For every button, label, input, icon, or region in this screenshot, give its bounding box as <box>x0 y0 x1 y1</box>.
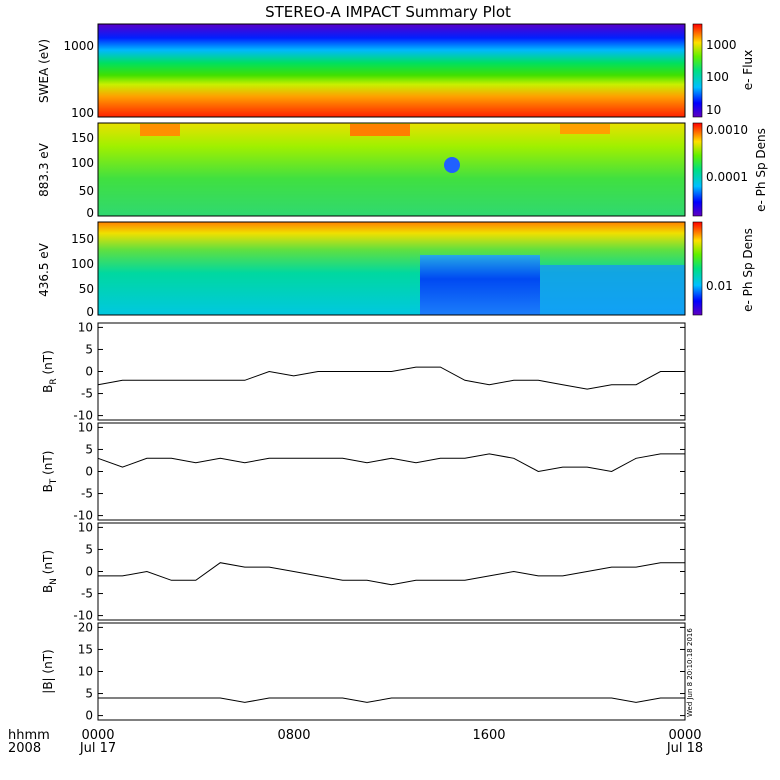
line-panel-1: 10 5 0 -5 -10 BT (nT) <box>41 420 686 523</box>
pad-883-dip <box>444 157 460 173</box>
ytick-label: 10 <box>78 420 93 434</box>
swea-frame <box>97 23 686 118</box>
series-line <box>98 697 685 703</box>
line-panel-ylabel: BT (nT) <box>41 451 59 493</box>
pad-436-ytick-150: 150 <box>71 232 94 246</box>
swea-cbar-tick-10: 10 <box>706 103 721 117</box>
line-panel-frame <box>97 522 686 621</box>
xtick-0000-start: 0000 <box>81 728 114 743</box>
pad-436-panel: 436.5 eV 0 50 100 150 0.01 e- Ph Sp Dens <box>37 221 755 319</box>
ytick-label: 5 <box>85 442 93 456</box>
pad-436-ytick-50: 50 <box>79 282 94 296</box>
line-panel-2: 10 5 0 -5 -10 BN (nT) <box>41 520 686 623</box>
pad-883-frame <box>97 122 686 217</box>
xdate-end: Jul 18 <box>666 741 703 756</box>
pad-436-cbar-label: e- Ph Sp Dens <box>741 228 755 312</box>
pad-883-cbar-tick-1: 0.0001 <box>706 170 748 184</box>
series-line <box>97 366 685 390</box>
swea-ytick-100: 100 <box>71 106 94 120</box>
series-line <box>98 562 685 586</box>
pad-883-ytick-150: 150 <box>71 131 94 145</box>
swea-ytick-1000: 1000 <box>63 39 94 53</box>
footer-year: 2008 <box>8 741 41 756</box>
pad-883-ytick-50: 50 <box>79 184 94 198</box>
pad-436-frame <box>97 221 686 316</box>
line-panel-frame <box>97 622 686 721</box>
line-panel-ylabel: |B| (nT) <box>41 649 55 693</box>
pad-883-colorbar <box>692 122 703 217</box>
pad-436-colorbar <box>692 221 703 316</box>
pad-436-dip-region <box>420 255 540 315</box>
swea-ylabel: SWEA (eV) <box>37 39 51 103</box>
swea-heatmap <box>98 24 685 117</box>
ytick-label: -10 <box>73 409 93 423</box>
line-panel-3: 20 15 10 5 0 |B| (nT) <box>41 620 686 723</box>
ytick-label: 15 <box>78 642 93 656</box>
ytick-label: -5 <box>81 387 93 401</box>
ytick-label: 10 <box>78 520 93 534</box>
line-panel-0: 10 5 0 -5 -10 BR (nT) <box>41 320 686 423</box>
ytick-label: 0 <box>85 365 93 379</box>
ytick-label: 0 <box>85 465 93 479</box>
ytick-label: 5 <box>85 687 93 701</box>
pad-436-ytick-100: 100 <box>71 257 94 271</box>
ytick-label: 20 <box>78 620 93 634</box>
ytick-label: -10 <box>73 609 93 623</box>
xtick-1600: 1600 <box>472 728 505 743</box>
line-panel-ylabel: BN (nT) <box>41 550 59 593</box>
swea-colorbar <box>692 23 703 118</box>
ytick-label: 5 <box>85 542 93 556</box>
ytick-label: -5 <box>81 487 93 501</box>
pad-883-hotspot-1 <box>140 124 180 136</box>
pad-883-ytick-100: 100 <box>71 156 94 170</box>
pad-883-panel: 883.3 eV 0 50 100 150 0.0010 0.0001 e- P… <box>37 122 768 220</box>
ytick-label: 10 <box>78 665 93 679</box>
ytick-label: 5 <box>85 342 93 356</box>
pad-436-dip-region-2 <box>540 265 685 315</box>
xtick-0000-end: 0000 <box>668 728 701 743</box>
footer-hhmm: hhmm <box>8 728 50 743</box>
pad-883-heatmap <box>98 123 685 216</box>
ytick-label: 0 <box>85 565 93 579</box>
ytick-label: 10 <box>78 320 93 334</box>
plot-title: STEREO-A IMPACT Summary Plot <box>265 3 511 21</box>
pad-436-cbar-tick-0: 0.01 <box>706 279 733 293</box>
xdate-start: Jul 17 <box>79 741 116 756</box>
swea-cbar-tick-1000: 1000 <box>706 38 737 52</box>
timestamp: Wed Jun 8 20:10:18 2016 <box>686 628 694 717</box>
line-panels: 10 5 0 -5 -10 BR (nT) 10 5 0 -5 -10 BT (nT) 10 5 0 -5 -1… <box>41 320 686 723</box>
line-panel-frame <box>97 422 686 521</box>
ytick-label: -10 <box>73 509 93 523</box>
pad-883-cbar-label: e- Ph Sp Dens <box>754 128 768 212</box>
series-line <box>97 453 685 473</box>
pad-883-hotspot-3 <box>560 124 610 134</box>
ytick-label: -5 <box>81 587 93 601</box>
swea-panel: SWEA (eV) 1000 100 1000 100 10 e- Flux <box>37 23 755 120</box>
pad-883-cbar-tick-0: 0.0010 <box>706 123 748 137</box>
swea-cbar-label: e- Flux <box>741 50 755 90</box>
xtick-0800: 0800 <box>277 728 310 743</box>
line-panel-ylabel: BR (nT) <box>41 350 59 393</box>
pad-883-ylabel: 883.3 eV <box>37 142 51 197</box>
pad-436-ylabel: 436.5 eV <box>37 242 51 297</box>
pad-883-hotspot-2 <box>350 124 410 136</box>
ytick-label: 0 <box>85 709 93 723</box>
pad-436-ytick-0: 0 <box>86 305 94 319</box>
pad-883-ytick-0: 0 <box>86 206 94 220</box>
swea-cbar-tick-100: 100 <box>706 70 729 84</box>
